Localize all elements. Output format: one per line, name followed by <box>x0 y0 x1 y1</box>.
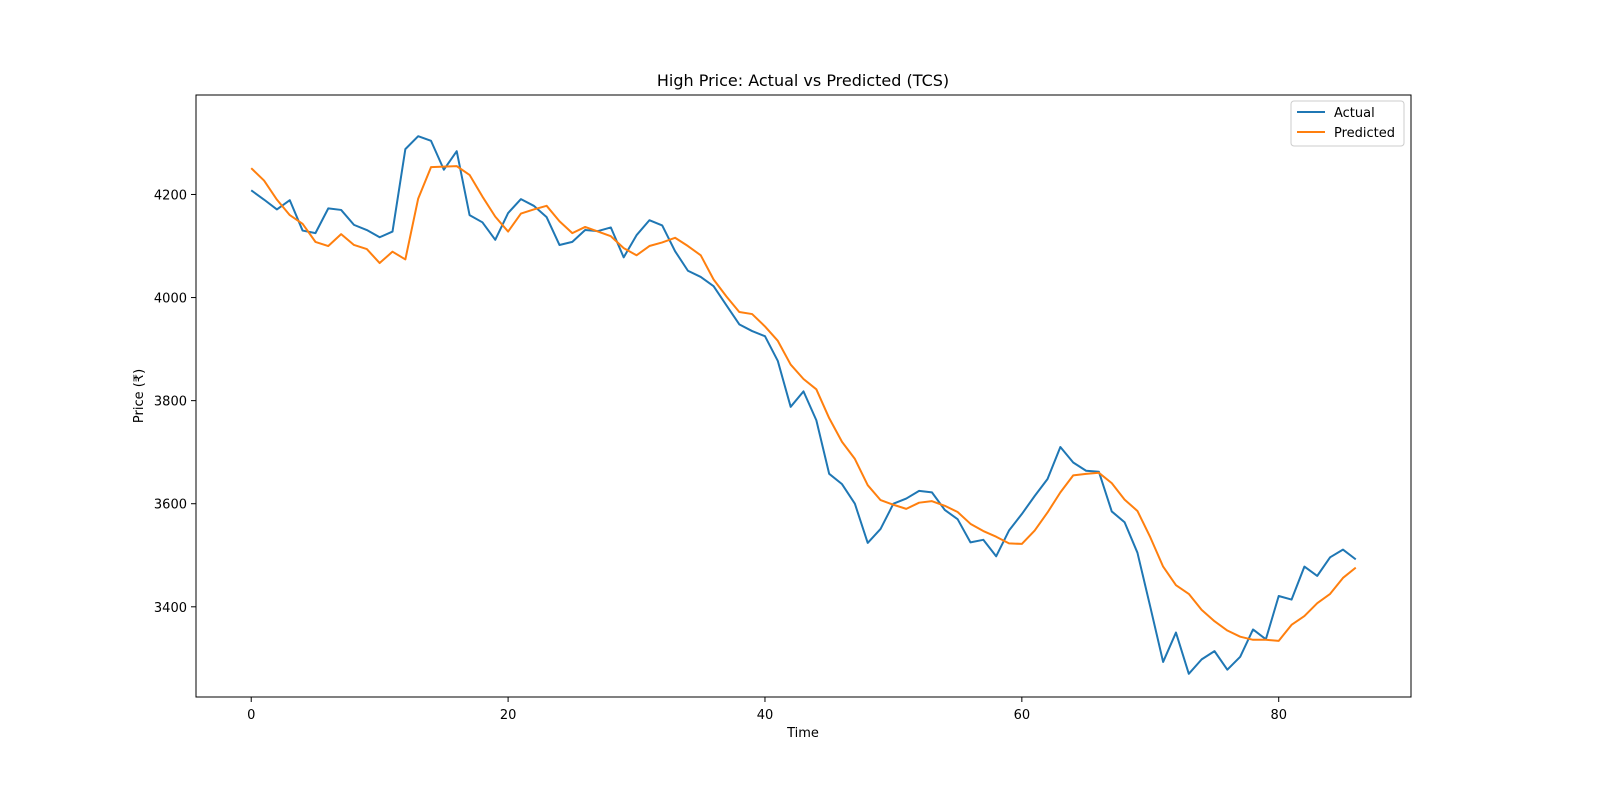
x-axis: 0 20 40 60 80 <box>247 697 1287 723</box>
y-tick-label: 3400 <box>154 601 187 616</box>
x-tick-label: 20 <box>500 708 517 723</box>
legend-label-predicted: Predicted <box>1334 126 1395 141</box>
y-tick-label: 4200 <box>154 188 187 203</box>
y-axis-label: Price (₹) <box>132 369 147 423</box>
series-layer <box>250 135 1357 675</box>
legend-label-actual: Actual <box>1334 106 1375 121</box>
legend: Actual Predicted <box>1290 100 1405 147</box>
y-axis: 3400 3600 3800 4000 4200 <box>154 188 196 616</box>
y-tick-label: 3600 <box>154 498 187 513</box>
chart-title: High Price: Actual vs Predicted (TCS) <box>657 71 949 90</box>
x-axis-label: Time <box>786 726 819 741</box>
x-tick-label: 80 <box>1270 708 1287 723</box>
series-line-predicted <box>250 165 1357 642</box>
series-line-actual <box>250 135 1357 675</box>
x-tick-label: 40 <box>757 708 774 723</box>
y-tick-label: 3800 <box>154 395 187 410</box>
y-tick-label: 4000 <box>154 292 187 307</box>
x-tick-label: 0 <box>247 708 255 723</box>
plot-frame <box>195 94 1412 698</box>
x-tick-label: 60 <box>1014 708 1031 723</box>
